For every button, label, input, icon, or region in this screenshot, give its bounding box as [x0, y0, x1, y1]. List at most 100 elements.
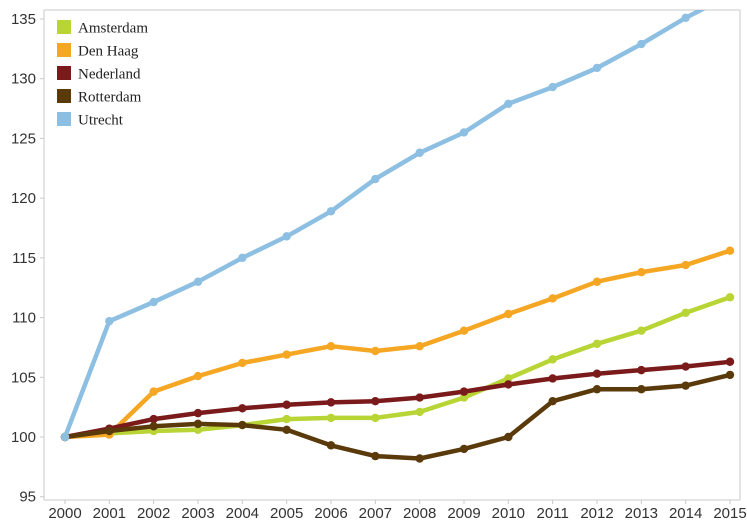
- series-utrecht: [60, 10, 706, 442]
- data-point: [504, 374, 513, 383]
- y-tick-label: 130: [11, 71, 36, 88]
- x-tick-label: 2011: [537, 505, 569, 522]
- series-line: [62, 295, 733, 440]
- legend-swatch: [57, 43, 71, 57]
- series-line: [62, 372, 733, 461]
- data-point: [548, 374, 557, 383]
- x-tick-label: 2015: [713, 505, 746, 522]
- data-point: [592, 339, 602, 349]
- data-point: [504, 432, 513, 442]
- y-tick-label: 135: [11, 11, 36, 28]
- legend-item: Utrecht: [57, 112, 124, 129]
- series-nederland: [60, 357, 735, 442]
- legend-swatch: [57, 20, 71, 34]
- legend-swatch: [57, 66, 71, 80]
- data-point: [371, 451, 380, 461]
- x-tick-label: 2002: [137, 505, 170, 522]
- data-point: [238, 420, 247, 430]
- data-point: [548, 396, 557, 406]
- legend-label: Utrecht: [78, 113, 124, 129]
- data-point: [149, 414, 158, 424]
- data-point: [504, 99, 513, 108]
- data-point: [371, 346, 380, 356]
- data-point: [371, 396, 380, 406]
- data-point: [681, 381, 690, 390]
- legend: Amsterdam Den Haag Nederland Rotterdam Utrec…: [57, 20, 148, 129]
- y-tick-label: 115: [12, 250, 36, 267]
- y-tick-label: 105: [11, 369, 36, 386]
- data-point: [681, 362, 690, 371]
- data-point: [459, 128, 469, 137]
- data-point: [105, 316, 114, 326]
- x-tick-label: 2000: [48, 505, 81, 522]
- data-point: [149, 422, 158, 431]
- data-point: [371, 413, 380, 423]
- data-point: [149, 297, 158, 307]
- data-point: [238, 404, 247, 413]
- data-point: [193, 425, 203, 435]
- data-point: [637, 326, 646, 335]
- x-tick-label: 2008: [403, 505, 436, 522]
- data-point: [459, 326, 469, 335]
- data-point: [725, 246, 735, 255]
- data-point: [326, 441, 336, 450]
- data-point: [592, 277, 602, 286]
- y-tick-label: 110: [12, 310, 36, 327]
- legend-item: Den Haag: [57, 43, 139, 60]
- data-point: [415, 148, 424, 157]
- data-point: [725, 293, 735, 302]
- data-point: [193, 371, 203, 381]
- data-point: [548, 294, 557, 303]
- data-point: [459, 444, 469, 454]
- data-point: [637, 385, 646, 394]
- data-point: [504, 309, 513, 319]
- data-point: [326, 398, 336, 407]
- data-point: [415, 393, 424, 402]
- data-point: [637, 39, 646, 49]
- data-point: [326, 342, 336, 351]
- data-point: [326, 413, 336, 423]
- x-tick-label: 2006: [314, 505, 347, 522]
- data-point: [592, 63, 602, 73]
- legend-label: Rotterdam: [78, 90, 142, 106]
- data-point: [548, 82, 557, 92]
- series-line: [62, 248, 733, 440]
- data-point: [504, 380, 513, 389]
- legend-item: Nederland: [57, 66, 141, 83]
- data-point: [371, 174, 380, 184]
- data-point: [725, 370, 735, 380]
- data-point: [238, 358, 247, 368]
- data-point: [415, 407, 424, 417]
- data-point: [282, 232, 291, 241]
- x-tick-label: 2001: [93, 505, 126, 522]
- data-point: [681, 13, 690, 23]
- data-point: [415, 454, 424, 463]
- series-rotterdam: [60, 370, 735, 463]
- legend-label: Amsterdam: [78, 21, 148, 37]
- data-point: [193, 277, 203, 286]
- series-den-haag: [60, 246, 735, 442]
- data-point: [60, 432, 70, 442]
- x-tick-label: 2005: [270, 505, 303, 522]
- data-point: [238, 253, 247, 263]
- x-tick-label: 2007: [359, 505, 392, 522]
- data-point: [149, 387, 158, 396]
- x-tick-label: 2004: [226, 505, 259, 522]
- data-point: [415, 342, 424, 351]
- data-point: [592, 369, 602, 378]
- data-point: [282, 350, 291, 359]
- legend-label: Den Haag: [78, 44, 139, 60]
- y-tick-label: 125: [11, 130, 36, 147]
- x-tick-label: 2012: [580, 505, 613, 522]
- data-point: [326, 207, 336, 216]
- data-point: [548, 355, 557, 364]
- data-point: [193, 408, 203, 418]
- data-point: [282, 400, 291, 409]
- data-point: [637, 365, 646, 375]
- y-tick-label: 95: [19, 489, 36, 506]
- x-tick-label: 2014: [669, 505, 702, 522]
- x-tick-label: 2003: [181, 505, 214, 522]
- data-point: [592, 385, 602, 394]
- data-point: [681, 260, 690, 270]
